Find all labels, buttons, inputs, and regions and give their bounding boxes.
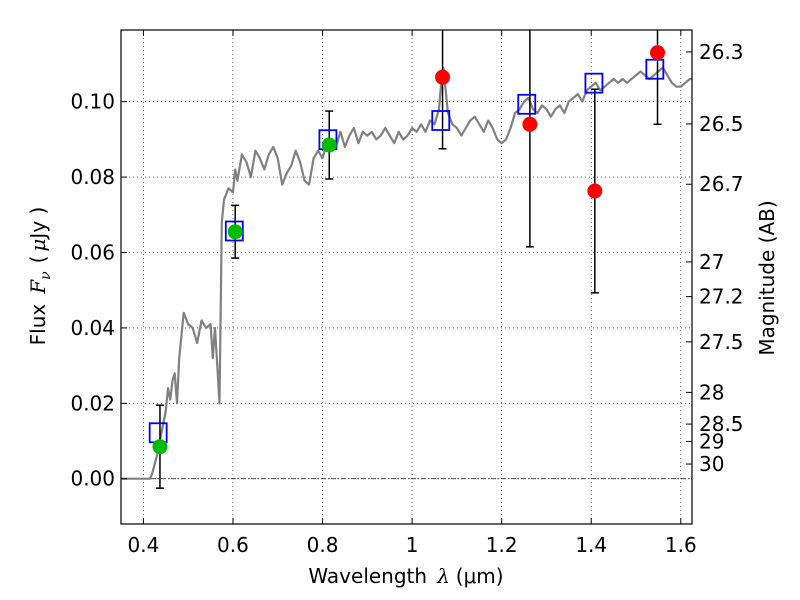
y2-tick-label: 27.2 — [699, 285, 744, 309]
y2-tick-label: 30 — [699, 452, 724, 476]
x-tick-label: 1.6 — [665, 533, 697, 557]
y2-axis-label: Magnitude (AB) — [755, 200, 779, 355]
y-tick-label: 0.10 — [70, 90, 115, 114]
observed-nondetection-point — [435, 69, 451, 85]
y-tick-label: 0.04 — [70, 316, 115, 340]
x-axis-label: Wavelength λ (μm) — [308, 564, 503, 588]
y2-tick-label: 27 — [699, 250, 724, 274]
y2-tick-label: 26.5 — [699, 112, 744, 136]
y-tick-label: 0.00 — [70, 467, 115, 491]
synthetic-flux-marker — [148, 422, 168, 444]
model-sed-line — [121, 66, 692, 480]
synthetic-flux-marker — [645, 58, 665, 80]
x-tick-label: 1 — [406, 533, 419, 557]
y2-tick-label: 27.5 — [699, 330, 744, 354]
observed-detection-point — [227, 224, 243, 240]
y2-tick-label: 26.7 — [699, 172, 744, 196]
synthetic-flux-marker — [584, 72, 604, 94]
synthetic-photometry-series — [148, 58, 665, 444]
axis-ticks: 0.4 0.6 0.8 1 1.2 1.4 1.6 0.00 0.02 0.04 0.06 0.08 0… — [70, 30, 744, 557]
observed-nondetection-point — [522, 116, 538, 132]
x-tick-label: 0.8 — [307, 533, 339, 557]
y-tick-label: 0.08 — [70, 165, 115, 189]
synthetic-flux-marker — [517, 93, 537, 115]
y-axis-label: FluxFν(μJy ) — [26, 207, 54, 346]
y2-tick-label: 29 — [699, 429, 724, 453]
model-sed-series — [121, 66, 692, 480]
error-bars — [155, 30, 662, 489]
x-tick-label: 1.4 — [575, 533, 607, 557]
y-tick-label: 0.06 — [70, 240, 115, 264]
observed-nondetection-point — [650, 45, 666, 61]
synthetic-flux-marker — [431, 110, 451, 131]
x-tick-label: 0.6 — [217, 533, 249, 557]
plot-frame — [120, 29, 693, 525]
y2-tick-label: 26.3 — [699, 40, 744, 64]
x-tick-label: 1.2 — [486, 533, 518, 557]
grid-lines — [121, 30, 692, 524]
y2-tick-label: 28 — [699, 380, 724, 404]
observed-detection-point — [321, 137, 337, 153]
x-tick-label: 0.4 — [127, 533, 159, 557]
y2-tick-label: 28.5 — [699, 412, 744, 436]
observed-detection-point — [152, 439, 168, 455]
synthetic-flux-marker — [224, 220, 244, 242]
y-tick-label: 0.02 — [70, 391, 115, 415]
observed-nondetection-point — [587, 183, 603, 199]
observed-photometry-series — [152, 45, 666, 455]
